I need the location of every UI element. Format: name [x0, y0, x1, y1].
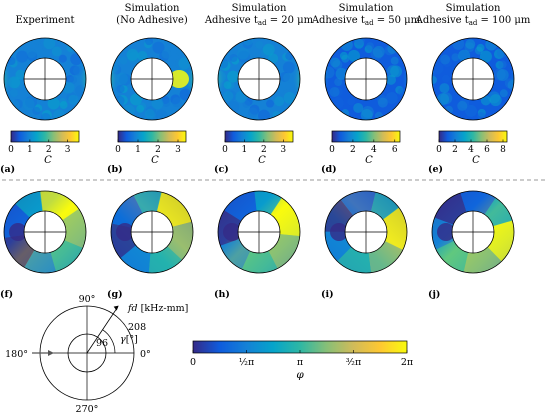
amplitude-colorbar-3: 0 1 2 3 C (c): [214, 130, 294, 175]
panel-label: (a): [0, 164, 15, 175]
column-title-line1: Simulation: [125, 3, 180, 14]
colorbar-tick-label: 0: [436, 145, 442, 155]
amplitude-colorbar-1: 0 1 2 3 C (a): [0, 130, 80, 175]
amplitude-panel-1: [3, 37, 87, 121]
colorbar-tick-label: 0: [115, 145, 121, 155]
amplitude-colorbar-4: 0 2 4 6 C (d): [321, 130, 401, 175]
polar-angle-label: 90°: [79, 294, 96, 305]
colorbar-tick-label: 0: [8, 145, 14, 155]
colorbar-tick-label: 2: [155, 145, 161, 155]
amplitude-colorbar-5: 0 2 4 6 8 C (e): [428, 130, 508, 175]
panel-label: (e): [428, 164, 443, 175]
radial-arrow: [86, 307, 118, 354]
phase-tick-label: ½π: [239, 357, 254, 368]
phase-tick-label: 0: [190, 357, 196, 368]
amplitude-panel-2: [110, 37, 194, 121]
phase-tick-label: ³⁄₂π: [346, 357, 361, 368]
colorbar-tick-label: 1: [27, 145, 33, 155]
phase-colorbar-label: φ: [296, 369, 304, 381]
colorbar-tick-label: 2: [261, 145, 267, 155]
colorbar-tick-label: 8: [500, 145, 506, 155]
polar-radial-label: fd [kHz-mm]: [127, 303, 188, 314]
panel-label: (f): [0, 289, 13, 300]
polar-angle-label: 270°: [76, 404, 99, 415]
polar-angle-symbol: γ[°]: [120, 334, 138, 345]
column-title-line1: Simulation: [232, 3, 287, 14]
colorbar-tick-label: 4: [371, 145, 377, 155]
column-title-line2: Adhesive tad = 50 μm: [311, 15, 421, 27]
phase-tick-label: π: [297, 357, 303, 368]
colorbar-tick-label: 3: [65, 145, 71, 155]
colorbar-tick-label: 6: [484, 145, 490, 155]
phase-panel-5: [431, 190, 515, 274]
amplitude-panel-3: [217, 37, 301, 121]
colorbar-tick-label: 1: [135, 145, 141, 155]
panel-label: (b): [107, 164, 123, 175]
amplitude-panel-5: [431, 37, 515, 121]
phase-panel-3: [217, 190, 301, 274]
panel-label: (c): [214, 164, 229, 175]
amplitude-panel-4: [324, 37, 408, 121]
colorbar-label: C: [365, 155, 373, 166]
colorbar-tick-label: 4: [468, 145, 474, 155]
column-title-line2: (No Adhesive): [116, 15, 188, 26]
column-title-line2: Adhesive tad = 100 μm: [415, 15, 531, 27]
polar-angle-label: 0°: [140, 349, 151, 360]
panel-label: (j): [428, 289, 440, 300]
colorbar-tick-label: 2: [452, 145, 458, 155]
angle-arc: [102, 329, 116, 354]
panel-label: (d): [321, 164, 337, 175]
phase-panel-4: [324, 190, 408, 274]
colorbar-label: C: [258, 155, 266, 166]
polar-angle-label: 180°: [5, 349, 28, 360]
colorbar-tick-label: 0: [222, 145, 228, 155]
polar-radius-inner: 96: [96, 338, 108, 349]
colorbar-label: C: [44, 155, 52, 166]
panel-label: (i): [321, 289, 334, 300]
colorbar-tick-label: 2: [46, 145, 52, 155]
colorbar-label: C: [472, 155, 480, 166]
colorbar-tick-label: 6: [392, 145, 398, 155]
column-title-line1: Simulation: [339, 3, 394, 14]
colorbar-label: C: [151, 155, 159, 166]
phase-tick-label: 2π: [401, 357, 413, 368]
polar-radius-outer: 208: [128, 322, 146, 333]
panel-label: (h): [214, 289, 230, 300]
phase-panel-1: [3, 190, 87, 274]
column-title-line2: Adhesive tad = 20 μm: [204, 15, 314, 27]
column-title-line1: Simulation: [446, 3, 501, 14]
phase-panel-2: [110, 190, 194, 274]
panel-label: (g): [107, 289, 123, 300]
colorbar-tick-label: 0: [329, 145, 335, 155]
colorbar-tick-label: 2: [350, 145, 356, 155]
colorbar-tick-label: 1: [242, 145, 248, 155]
column-title: Experiment: [15, 15, 74, 26]
colorbar-tick-label: 3: [175, 145, 181, 155]
colorbar-tick-label: 3: [280, 145, 286, 155]
amplitude-colorbar-2: 0 1 2 3 C (b): [107, 130, 187, 175]
